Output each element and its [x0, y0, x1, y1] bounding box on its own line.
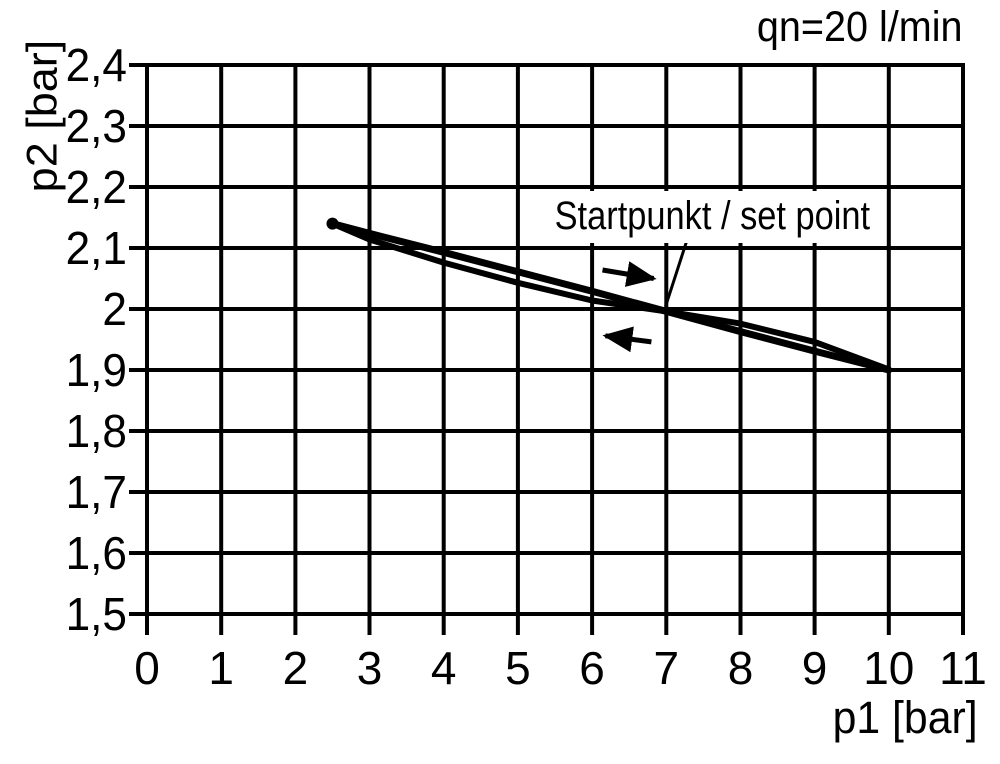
direction-arrow-left: [602, 326, 652, 353]
curve-return: [329, 220, 892, 373]
x-tick-label-8: 8: [727, 642, 754, 694]
y-tick-label-1-8: 1,8: [65, 405, 127, 457]
x-tick-label-2: 2: [282, 642, 309, 694]
x-tick-label-0: 0: [134, 642, 160, 694]
direction-arrow-right: [602, 261, 657, 287]
curve-outbound: [329, 220, 893, 374]
grid: [129, 63, 965, 635]
curve-start-point: [326, 217, 339, 230]
x-tick-label-5: 5: [505, 642, 531, 694]
x-tick-label-3: 3: [356, 642, 383, 694]
x-tick-label-9: 9: [801, 642, 828, 694]
set-point-leader-line: [664, 239, 689, 308]
x-tick-label-6: 6: [579, 642, 605, 694]
y-tick-label-2-4: 2,4: [65, 39, 127, 91]
y-tick-label-1-6: 1,6: [65, 527, 127, 579]
x-tick-label-11: 11: [939, 642, 987, 694]
hysteresis-curves: [326, 217, 893, 374]
x-tick-label-10: 10: [863, 642, 915, 694]
x-tick-label-4: 4: [430, 642, 457, 694]
set-point-annotation: Startpunkt / set point: [546, 191, 879, 243]
x-tick-label-7: 7: [653, 642, 680, 694]
flow-rate-label: qn=20 l/min: [757, 3, 963, 51]
y-tick-label-1-7: 1,7: [65, 466, 127, 518]
y-tick-label-1-9: 1,9: [65, 344, 127, 396]
y-tick-label-2: 2: [102, 283, 127, 335]
y-tick-label-1-5: 1,5: [65, 588, 127, 640]
y-tick-label-2-2: 2,2: [65, 161, 127, 213]
x-tick-label-1: 1: [208, 642, 234, 694]
y-tick-label-2-1: 2,1: [65, 222, 127, 274]
y-tick-label-2-3: 2,3: [65, 100, 127, 152]
x-axis-title: p1 [bar]: [833, 692, 978, 743]
